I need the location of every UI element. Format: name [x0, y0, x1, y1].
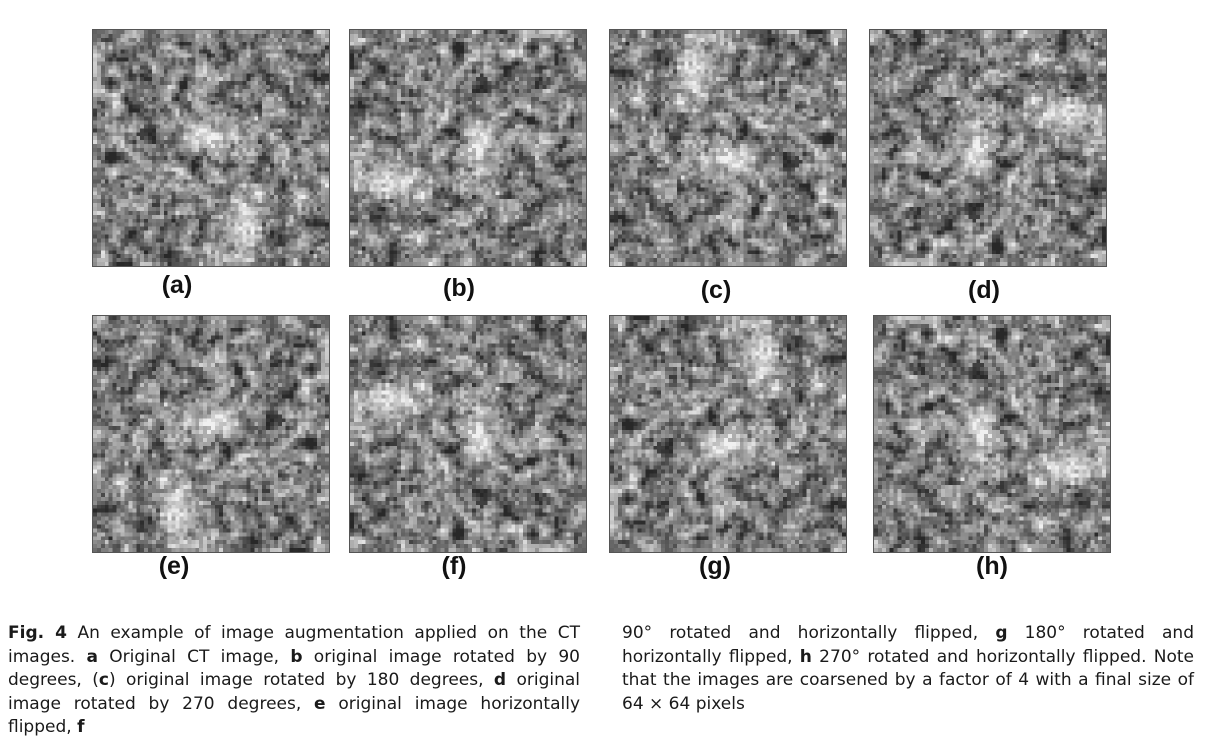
- caption-ref-h: h: [799, 646, 812, 667]
- caption-text: ) original image rotated by 180 degrees,: [108, 670, 494, 690]
- panel-d-image: [869, 29, 1107, 267]
- panel-d-label: (d): [968, 276, 1000, 304]
- panel-a-label: (a): [161, 271, 193, 299]
- caption-ref-f: f: [77, 717, 85, 737]
- panel-f-label: (f): [441, 552, 467, 580]
- figure-caption-right: 90° rotated and horizontally flipped, g …: [622, 622, 1194, 716]
- panel-c-label: (c): [700, 276, 732, 304]
- panel-b-image: [349, 29, 587, 267]
- caption-text: 270° rotated and horizontally flipped. N…: [622, 646, 1194, 714]
- panel-a-image: [92, 29, 330, 267]
- caption-ref-a: a: [86, 646, 98, 667]
- caption-text: Original CT image,: [98, 646, 291, 667]
- panel-h-label: (h): [976, 552, 1008, 580]
- caption-text: 180° rotated and horizontally flipped,: [622, 623, 1194, 667]
- caption-text: original image rotated by 270 degrees,: [8, 670, 581, 714]
- caption-text: original image rotated by 90 degrees, (: [8, 646, 580, 691]
- figure-caption-left: Fig. 4 An example of image augmentation …: [8, 622, 580, 740]
- caption-ref-d: d: [493, 670, 507, 690]
- caption-ref-g: g: [995, 623, 1008, 643]
- caption-text: 90° rotated and horizontally flipped,: [622, 623, 996, 643]
- panel-h-image: [873, 315, 1111, 553]
- figure-label: Fig. 4: [8, 623, 67, 643]
- panel-g-image: [609, 315, 847, 553]
- panel-g-label: (g): [699, 552, 731, 580]
- panel-f-image: [349, 315, 587, 553]
- caption-text: An example of image augmentation applied…: [8, 623, 580, 667]
- panel-b-label: (b): [443, 274, 475, 302]
- caption-ref-c: c: [98, 670, 109, 690]
- panel-e-image: [92, 315, 330, 553]
- caption-ref-b: b: [290, 646, 303, 667]
- panel-e-label: (e): [158, 552, 190, 580]
- caption-ref-e: e: [314, 693, 326, 714]
- panel-c-image: [609, 29, 847, 267]
